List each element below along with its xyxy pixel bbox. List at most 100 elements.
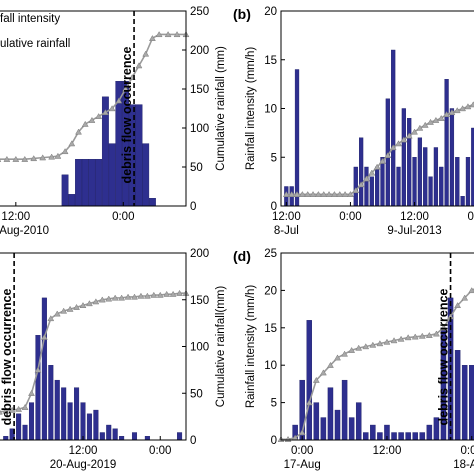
y-left-tick-label: 20 <box>264 285 277 297</box>
y-left-tick-label: 5 <box>271 398 277 410</box>
cumulative-marker <box>61 148 69 155</box>
debris-flow-label: debris flow occurrence <box>473 47 474 184</box>
cumulative-marker <box>101 109 109 116</box>
cumulative-marker <box>143 292 151 299</box>
y-left-axis-label: Rainfall intensity (mm/h) <box>245 47 257 171</box>
rainfall-bar <box>28 402 35 441</box>
cumulative-marker <box>30 155 38 162</box>
rainfall-bar <box>439 166 444 207</box>
cumulative-marker <box>469 101 474 108</box>
rainfall-bar <box>449 108 455 207</box>
cumulative-marker <box>28 389 35 396</box>
x-tick-label: 12:00 <box>272 211 301 223</box>
cumulative-marker <box>105 295 113 302</box>
cumulative-marker <box>325 190 333 197</box>
cumulative-marker <box>411 333 419 340</box>
x-date-label: 9-Jul-2013 <box>387 225 441 237</box>
x-tick-label: 0:00 <box>291 445 313 457</box>
cumulative-marker <box>437 114 445 121</box>
rainfall-bar <box>465 157 471 207</box>
cumulative-marker <box>88 116 96 123</box>
cumulative-marker <box>348 346 356 353</box>
rainfall-bar <box>412 432 418 441</box>
cumulative-marker <box>384 151 392 158</box>
cumulative-marker <box>21 403 29 410</box>
rainfall-bar <box>407 118 412 207</box>
panel-c: debris flow occurrence12:000:00201920-Au… <box>0 248 227 471</box>
cumulative-marker <box>357 181 365 188</box>
cumulative-marker <box>48 153 56 160</box>
rainfall-bar <box>16 413 22 441</box>
rainfall-bar <box>433 147 439 207</box>
cumulative-marker <box>334 354 341 361</box>
rainfall-bar <box>35 335 41 441</box>
panel-label: (b) <box>233 6 251 22</box>
cumulative-marker <box>169 290 177 297</box>
y-right-tick-label: 250 <box>190 6 209 18</box>
rainfall-bar <box>99 432 105 441</box>
y-right-tick-label: 200 <box>190 248 209 260</box>
x-tick-label: 0:00 <box>339 211 361 223</box>
rainfall-bar <box>93 409 99 441</box>
rainfall-bar <box>454 350 461 441</box>
rainfall-bar <box>142 143 150 207</box>
cumulative-marker <box>124 293 132 300</box>
rainfall-bar <box>3 436 9 441</box>
rainfall-bar <box>48 365 54 441</box>
cumulative-marker <box>432 330 440 337</box>
cumulative-marker <box>320 190 328 197</box>
rainfall-bar <box>348 417 355 441</box>
cumulative-marker <box>0 409 3 415</box>
cumulative-marker <box>376 340 384 347</box>
legend-entry-intensity: fall intensity <box>0 13 60 25</box>
x-date-label: 20-Aug-2019 <box>50 459 117 471</box>
cumulative-marker <box>54 152 62 159</box>
rainfall-bar <box>22 424 28 441</box>
cumulative-marker <box>298 190 306 197</box>
cumulative-marker <box>173 31 181 38</box>
cumulative-line <box>0 292 186 413</box>
plot-frame <box>0 252 187 441</box>
rainfall-bar <box>412 157 417 207</box>
cumulative-marker <box>443 111 451 117</box>
cumulative-marker <box>137 292 145 299</box>
rainfall-bar <box>364 166 369 207</box>
y-left-tick-label: 20 <box>264 6 277 18</box>
rainfall-bar <box>461 365 468 441</box>
cumulative-marker <box>122 85 129 92</box>
cumulative-marker <box>363 175 370 182</box>
cumulative-marker <box>314 190 322 197</box>
cumulative-marker <box>108 105 116 112</box>
cumulative-marker <box>95 112 103 119</box>
cumulative-marker <box>373 163 381 170</box>
cumulative-marker <box>454 302 462 309</box>
y-right-tick-label: 100 <box>190 123 209 135</box>
cumulative-marker <box>60 307 68 314</box>
rainfall-bar <box>417 137 423 207</box>
cumulative-marker <box>305 399 313 406</box>
y-right-tick-label: 200 <box>190 45 209 57</box>
cumulative-marker <box>395 140 402 147</box>
cumulative-marker <box>81 120 89 127</box>
rainfall-bar <box>67 402 73 441</box>
y-left-axis-label: Rainfall intensity (mm/h) <box>245 285 257 409</box>
cumulative-marker <box>309 190 317 197</box>
rainfall-bar <box>41 297 47 441</box>
y-right-tick-label: 150 <box>190 84 209 96</box>
y-left-tick-label: 0 <box>271 435 277 447</box>
debris-flow-label: debris flow occurrence <box>0 289 14 426</box>
cumulative-marker <box>73 303 80 310</box>
rainfall-bar <box>370 424 376 441</box>
cumulative-marker <box>15 405 23 412</box>
cumulative-marker <box>379 157 386 164</box>
cumulative-marker <box>163 290 171 297</box>
cumulative-marker <box>390 337 398 344</box>
rainfall-bar <box>426 424 433 441</box>
panel-label: (d) <box>233 248 251 264</box>
rainfall-bar <box>327 387 334 441</box>
cumulative-marker <box>115 97 123 104</box>
panel-a: debris flow occurrence 12:00 0:00 13-Aug-20… <box>0 6 227 237</box>
x-tick-label: 0:00 <box>467 211 474 223</box>
cumulative-marker <box>341 350 349 357</box>
cumulative-marker <box>440 324 447 331</box>
